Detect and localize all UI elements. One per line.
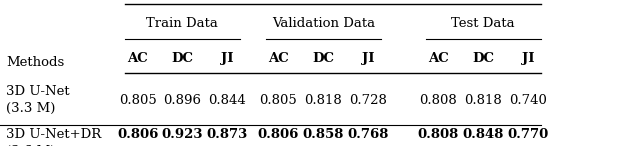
Text: 0.805: 0.805 — [260, 93, 297, 107]
Text: AC: AC — [127, 52, 148, 65]
Text: DC: DC — [472, 52, 494, 65]
Text: AC: AC — [428, 52, 449, 65]
Text: 0.896: 0.896 — [163, 93, 202, 107]
Text: 0.740: 0.740 — [509, 93, 547, 107]
Text: 3D U-Net+DR: 3D U-Net+DR — [6, 128, 102, 141]
Text: 0.844: 0.844 — [209, 93, 246, 107]
Text: 0.728: 0.728 — [349, 93, 387, 107]
Text: DC: DC — [312, 52, 334, 65]
Text: Validation Data: Validation Data — [271, 17, 375, 30]
Text: (3.3 M): (3.3 M) — [6, 102, 56, 115]
Text: JI: JI — [522, 52, 534, 65]
Text: 0.848: 0.848 — [463, 128, 504, 141]
Text: 0.808: 0.808 — [420, 93, 457, 107]
Text: 0.873: 0.873 — [207, 128, 248, 141]
Text: (3.6 M): (3.6 M) — [6, 145, 56, 146]
Text: 0.806: 0.806 — [117, 128, 158, 141]
Text: 0.770: 0.770 — [508, 128, 548, 141]
Text: 0.806: 0.806 — [258, 128, 299, 141]
Text: 0.805: 0.805 — [119, 93, 156, 107]
Text: AC: AC — [268, 52, 289, 65]
Text: 0.923: 0.923 — [162, 128, 203, 141]
Text: JI: JI — [362, 52, 374, 65]
Text: 0.858: 0.858 — [303, 128, 344, 141]
Text: Test Data: Test Data — [451, 17, 515, 30]
Text: 0.808: 0.808 — [418, 128, 459, 141]
Text: DC: DC — [172, 52, 193, 65]
Text: 0.818: 0.818 — [465, 93, 502, 107]
Text: JI: JI — [221, 52, 234, 65]
Text: 3D U-Net: 3D U-Net — [6, 85, 70, 98]
Text: Train Data: Train Data — [147, 17, 218, 30]
Text: 0.818: 0.818 — [305, 93, 342, 107]
Text: 0.768: 0.768 — [348, 128, 388, 141]
Text: Methods: Methods — [6, 55, 65, 69]
